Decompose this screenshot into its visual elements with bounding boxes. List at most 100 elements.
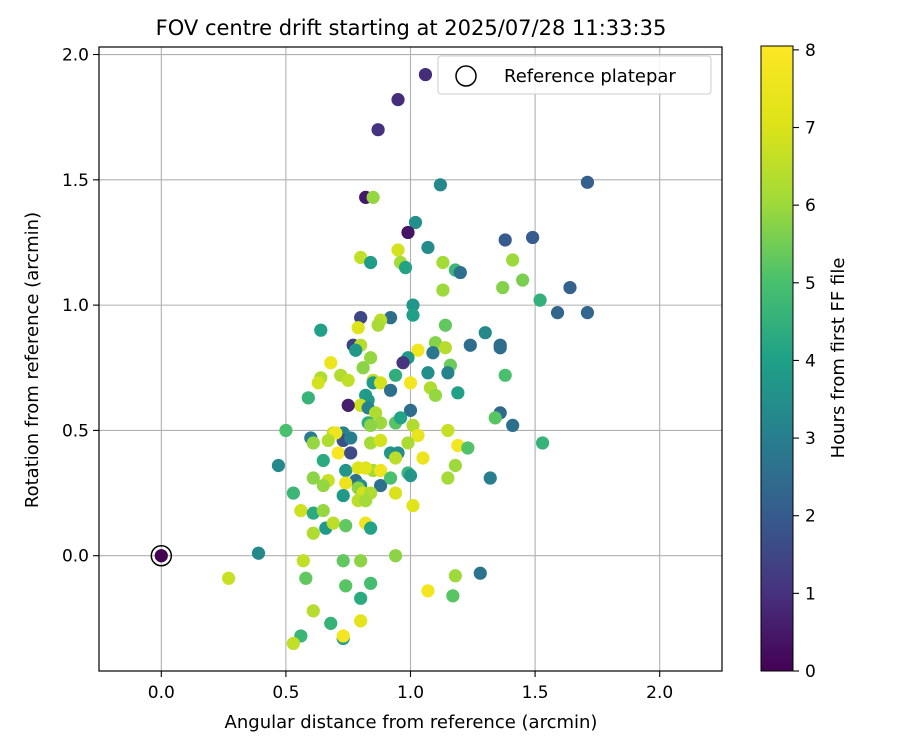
scatter-point <box>438 341 452 355</box>
scatter-point <box>411 343 425 357</box>
scatter-point <box>406 298 420 312</box>
scatter-point <box>461 441 475 455</box>
scatter-point <box>388 368 403 382</box>
scatter-point <box>351 321 365 335</box>
scatter-point <box>421 240 435 255</box>
scatter-point <box>448 569 462 583</box>
scatter-point <box>393 411 408 425</box>
scatter-point <box>373 416 388 430</box>
scatter-point <box>354 250 368 265</box>
scatter-point <box>493 341 507 355</box>
scatter-point <box>271 458 286 473</box>
scatter-point <box>408 215 423 230</box>
scatter-point <box>483 471 497 485</box>
scatter-point <box>336 629 350 643</box>
colorbar: 0 1 2 3 4 5 6 7 8 Hours from first FF file <box>760 41 849 682</box>
colorbar-tick-label: 2 <box>805 507 816 527</box>
scatter-point <box>498 368 512 382</box>
colorbar-tick-label: 1 <box>805 584 816 604</box>
scatter-point <box>388 451 403 465</box>
scatter-point <box>311 376 325 390</box>
scatter-point <box>391 93 405 107</box>
scatter-point <box>314 323 328 337</box>
scatter-point <box>371 123 385 137</box>
scatter-point <box>339 519 353 533</box>
scatter-point <box>331 446 345 460</box>
scatter-point <box>421 584 435 598</box>
legend: Reference platepar <box>437 55 712 95</box>
scatter-point <box>324 616 338 630</box>
scatter-point <box>299 571 313 585</box>
scatter-point <box>448 458 462 473</box>
scatter-point <box>339 476 353 490</box>
scatter-point <box>306 436 320 450</box>
scatter-point <box>535 436 550 450</box>
scatter-point <box>354 554 368 568</box>
scatter-point <box>306 471 320 485</box>
scatter-point <box>516 273 530 287</box>
grid-lines <box>99 47 722 671</box>
scatter-point <box>433 178 448 192</box>
scatter-point <box>488 411 502 425</box>
scatter-point <box>354 591 368 605</box>
scatter-point <box>364 351 378 365</box>
scatter-point <box>373 463 388 478</box>
scatter-point <box>383 383 398 397</box>
scatter-point <box>580 175 595 189</box>
scatter-point <box>373 433 388 448</box>
colorbar-tick-label: 5 <box>805 274 816 294</box>
scatter-point <box>366 190 380 204</box>
x-tick-label: 1.0 <box>397 683 424 703</box>
scatter-point <box>473 566 487 580</box>
scatter-point <box>438 318 452 332</box>
colorbar-tick-label: 7 <box>805 119 816 139</box>
scatter-point <box>344 431 358 445</box>
y-axis-ticks: 0.0 0.5 1.0 1.5 2.0 <box>62 46 99 567</box>
scatter-point <box>336 488 350 503</box>
scatter-point <box>388 549 403 563</box>
colorbar-tick-label: 6 <box>805 196 816 216</box>
scatter-point <box>359 493 373 508</box>
colorbar-tick-label: 8 <box>805 41 816 61</box>
scatter-point <box>421 366 435 380</box>
scatter-point <box>296 554 310 568</box>
scatter-point <box>369 406 383 420</box>
y-tick-label: 2.0 <box>62 46 89 66</box>
scatter-point <box>316 478 330 493</box>
scatter-point <box>371 318 385 332</box>
scatter-point <box>403 403 418 417</box>
scatter-point <box>316 453 330 468</box>
scatter-point <box>286 636 300 651</box>
scatter-point <box>286 486 300 500</box>
scatter-point <box>364 576 378 590</box>
scatter-point <box>306 526 320 540</box>
colorbar-label: Hours from first FF file <box>828 258 849 459</box>
scatter-point <box>306 604 320 618</box>
scatter-point <box>339 463 353 478</box>
reference-platepar-marker <box>150 544 173 567</box>
scatter-point <box>398 260 413 275</box>
scatter-point <box>221 571 236 585</box>
scatter-point <box>436 255 450 270</box>
legend-box <box>437 55 712 95</box>
scatter-point <box>498 233 512 247</box>
scatter-point <box>364 255 378 270</box>
scatter-point <box>339 579 353 593</box>
scatter-point <box>364 418 378 433</box>
colorbar-tick-label: 3 <box>805 429 816 449</box>
scatter-point <box>550 306 565 320</box>
scatter-point <box>506 418 520 433</box>
scatter-point <box>294 504 308 518</box>
scatter-point <box>373 478 388 493</box>
scatter-point <box>441 471 455 485</box>
scatter-point <box>401 436 415 450</box>
x-tick-label: 2.0 <box>646 683 673 703</box>
scatter-point <box>416 451 430 465</box>
scatter-point <box>383 471 398 485</box>
scatter-point <box>364 436 378 450</box>
scatter-point <box>451 386 465 400</box>
scatter-point <box>406 499 420 513</box>
scatter-point <box>533 293 547 307</box>
scatter-point <box>463 338 477 352</box>
